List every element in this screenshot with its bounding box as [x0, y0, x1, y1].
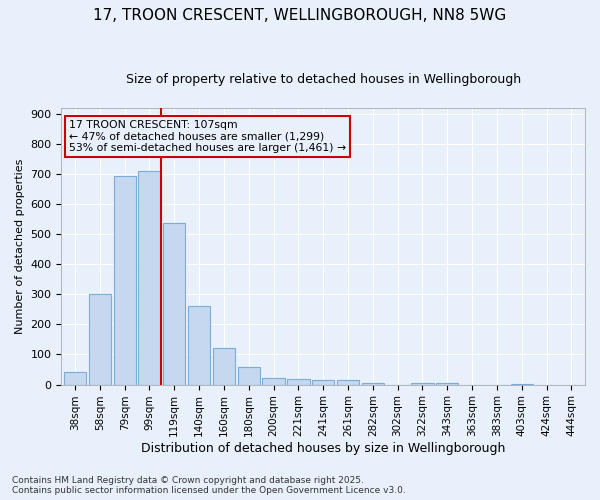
- Text: 17, TROON CRESCENT, WELLINGBOROUGH, NN8 5WG: 17, TROON CRESCENT, WELLINGBOROUGH, NN8 …: [94, 8, 506, 22]
- Bar: [163, 223, 185, 384]
- Bar: [64, 372, 86, 384]
- Text: Contains HM Land Registry data © Crown copyright and database right 2025.
Contai: Contains HM Land Registry data © Crown c…: [12, 476, 406, 495]
- Bar: [411, 383, 434, 384]
- Bar: [362, 383, 384, 384]
- Bar: [337, 380, 359, 384]
- Bar: [188, 306, 210, 384]
- Y-axis label: Number of detached properties: Number of detached properties: [15, 158, 25, 334]
- Bar: [113, 176, 136, 384]
- Bar: [312, 380, 334, 384]
- Bar: [262, 378, 285, 384]
- Bar: [287, 379, 310, 384]
- Text: 17 TROON CRESCENT: 107sqm
← 47% of detached houses are smaller (1,299)
53% of se: 17 TROON CRESCENT: 107sqm ← 47% of detac…: [69, 120, 346, 153]
- Title: Size of property relative to detached houses in Wellingborough: Size of property relative to detached ho…: [125, 72, 521, 86]
- Bar: [89, 294, 111, 384]
- X-axis label: Distribution of detached houses by size in Wellingborough: Distribution of detached houses by size …: [141, 442, 505, 455]
- Bar: [139, 171, 161, 384]
- Bar: [436, 383, 458, 384]
- Bar: [213, 348, 235, 385]
- Bar: [238, 367, 260, 384]
